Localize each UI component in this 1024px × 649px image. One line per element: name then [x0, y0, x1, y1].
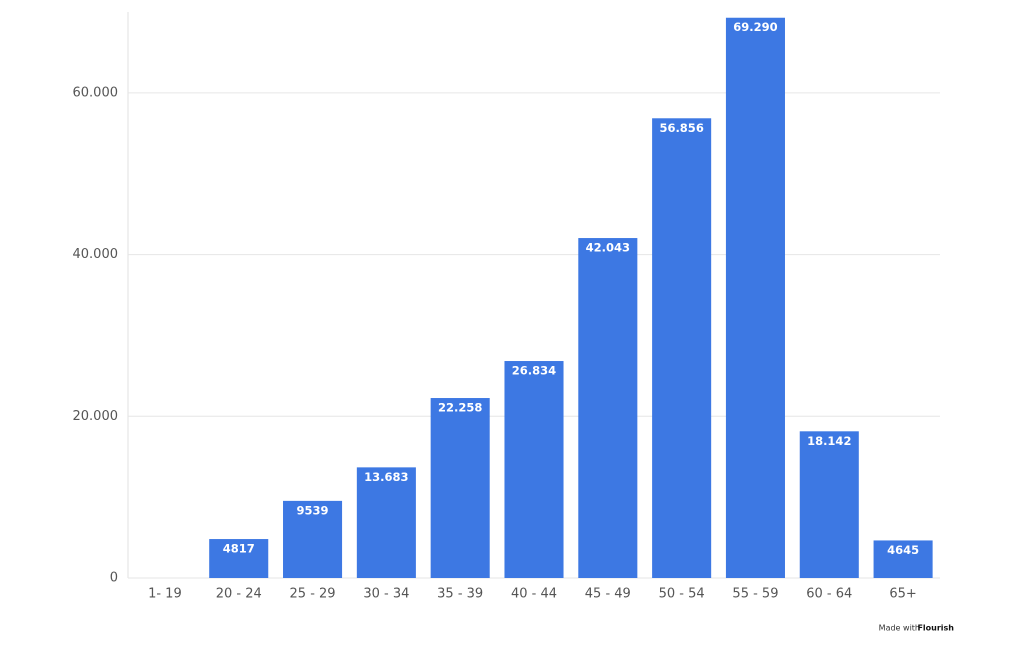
- value-label: 69.290: [733, 20, 777, 34]
- y-tick-label: 60.000: [73, 85, 119, 100]
- y-tick-label: 20.000: [73, 409, 119, 424]
- value-label: 56.856: [659, 121, 703, 135]
- bar: [652, 118, 712, 578]
- bar: [873, 540, 933, 578]
- y-tick-label: 0: [110, 571, 118, 586]
- y-tick-label: 40.000: [73, 247, 119, 262]
- value-label: 13.683: [364, 470, 408, 484]
- x-tick-label: 60 - 64: [806, 587, 852, 602]
- x-tick-label: 30 - 34: [363, 587, 409, 602]
- footer-prefix: Made with: [879, 624, 920, 633]
- x-tick-label: 65+: [889, 587, 916, 602]
- x-tick-label: 50 - 54: [659, 587, 705, 602]
- x-tick-label: 20 - 24: [216, 587, 262, 602]
- x-tick-label: 45 - 49: [585, 587, 631, 602]
- value-label: 9539: [297, 503, 329, 517]
- value-label: 26.834: [512, 364, 556, 378]
- x-tick-label: 25 - 29: [290, 587, 336, 602]
- bar: [209, 539, 269, 578]
- footer-brand: Flourish: [917, 624, 954, 633]
- bar: [356, 467, 416, 578]
- bar: [725, 17, 785, 579]
- bar: [504, 361, 564, 578]
- value-label: 4645: [887, 543, 919, 557]
- x-tick-label: 35 - 39: [437, 587, 483, 602]
- x-tick-label: 55 - 59: [732, 587, 778, 602]
- value-label: 4817: [223, 542, 255, 556]
- x-tick-label: 40 - 44: [511, 587, 557, 602]
- bar: [799, 431, 859, 578]
- value-label: 42.043: [586, 241, 630, 255]
- value-label: 22.258: [438, 401, 482, 415]
- x-tick-label: 1- 19: [148, 587, 182, 602]
- bar: [578, 238, 638, 578]
- bar: [283, 500, 343, 578]
- value-label: 18.142: [807, 434, 851, 448]
- bar: [430, 398, 490, 578]
